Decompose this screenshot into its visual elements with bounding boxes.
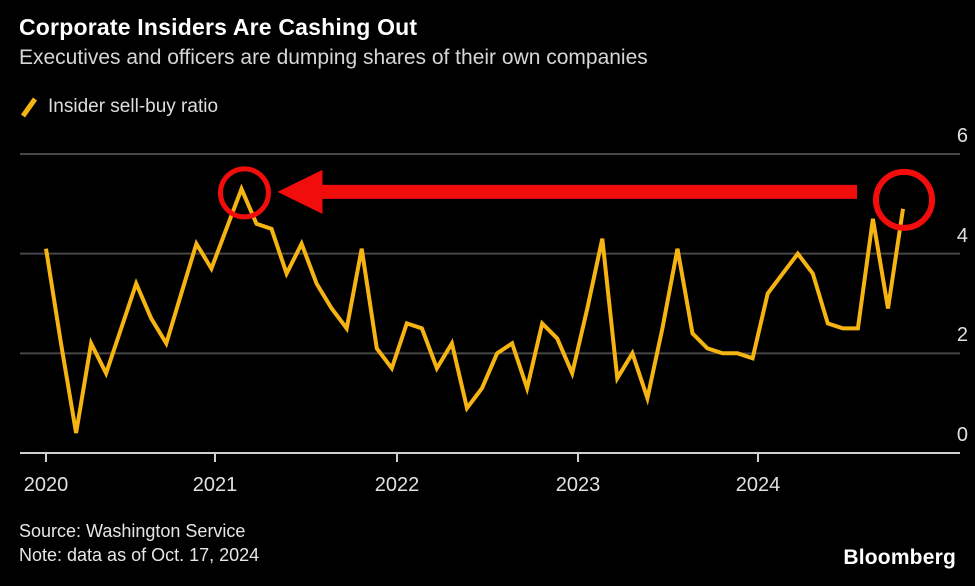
- annotation-arrow-head: [277, 169, 323, 214]
- annotation-circle-feb-2021: [217, 166, 271, 220]
- y-axis-label-4: 4: [956, 224, 968, 247]
- x-axis-label-2020: 2020: [23, 474, 69, 496]
- x-axis-label-2021: 2021: [192, 474, 238, 496]
- bloomberg-logo: Bloomberg: [843, 546, 956, 569]
- chart-title: Corporate Insiders Are Cashing Out: [19, 14, 418, 40]
- x-axis-label-2023: 2023: [555, 474, 601, 496]
- y-axis-label-0: 0: [956, 424, 968, 446]
- legend-label: Insider sell-buy ratio: [48, 96, 219, 117]
- chart-subtitle: Executives and officers are dumping shar…: [19, 46, 648, 69]
- source-note-block: Source: Washington Service Note: data as…: [19, 519, 259, 567]
- y-axis-label-2: 2: [956, 324, 968, 347]
- legend: Insider sell-buy ratio: [20, 94, 218, 120]
- annotation-circle-oct-2024: [873, 168, 935, 231]
- source-line: Source: Washington Service: [19, 521, 246, 541]
- x-axis-label-2024: 2024: [735, 474, 781, 496]
- y-axis-label-6: 6: [956, 125, 968, 147]
- note-line: Note: data as of Oct. 17, 2024: [19, 545, 260, 565]
- annotation-arrow-shaft: [322, 184, 857, 199]
- line-series-marker-icon: [20, 96, 38, 119]
- x-axis-label-2022: 2022: [374, 474, 420, 496]
- insider-sell-buy-ratio-line: [44, 183, 905, 434]
